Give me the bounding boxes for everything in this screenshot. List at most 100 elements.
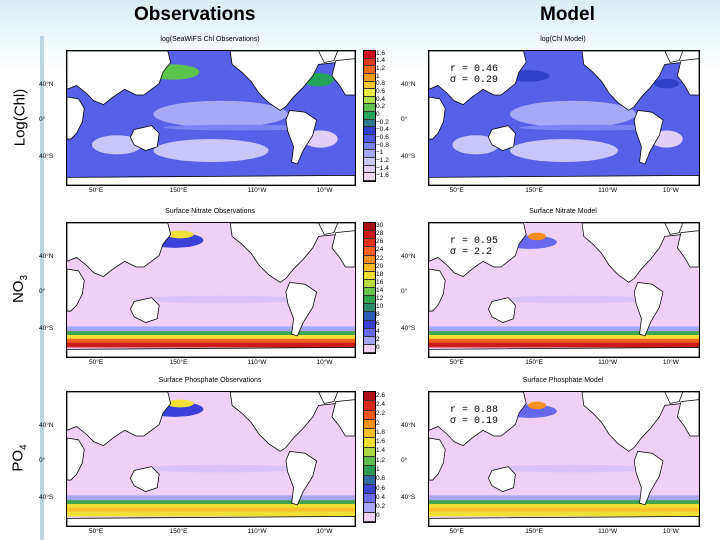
latitude-label: 40°S <box>401 153 416 161</box>
latitude-label: 40°N <box>39 80 54 88</box>
row-label-main: PO <box>10 449 27 472</box>
observations-map-svg <box>67 51 355 185</box>
southern-ocean-band-1 <box>67 326 355 333</box>
colorbar-2 <box>363 391 376 523</box>
colorbar-tick-label: 1 <box>376 465 380 473</box>
southern-ocean-band-5 <box>67 342 355 348</box>
colorbar-tick-label: 30 <box>376 222 384 230</box>
row-label-main: NO <box>10 280 27 304</box>
europe-land <box>677 58 699 96</box>
greenland-land <box>664 223 684 235</box>
colorbar-tick-label: 1.4 <box>376 447 386 455</box>
southern-ocean-band-3 <box>67 334 355 340</box>
latitude-label: 0° <box>39 287 46 295</box>
correlation-value: r = 0.88 <box>450 405 499 416</box>
model-map-2 <box>428 391 700 527</box>
colorbar-tick-label: 0.2 <box>376 503 386 511</box>
colorbar-tick-label: 1.6 <box>376 49 386 57</box>
model-map-svg <box>429 392 699 526</box>
longitude-label: 50°E <box>89 359 104 366</box>
south-america-land <box>633 281 664 337</box>
africa-land <box>429 96 446 140</box>
australia-land <box>129 466 160 492</box>
colorbar-tick-label: 6 <box>376 319 380 327</box>
asia-land <box>429 51 527 106</box>
longitude-label: 110°W <box>598 187 618 194</box>
row-label-text-2: PO4 <box>10 444 30 471</box>
latitude-label: 0° <box>401 456 408 464</box>
longitude-label: 110°W <box>247 528 267 535</box>
longitude-label: 50°E <box>449 187 464 194</box>
colorbar-swatch <box>364 135 375 143</box>
latitude-label: 40°N <box>39 421 54 429</box>
model-panel-title-2: Surface Phosphate Model <box>522 377 604 384</box>
colorbar-swatch <box>364 401 375 411</box>
colorbar-swatch <box>364 320 375 329</box>
colorbar-swatch <box>364 119 375 128</box>
colorbar-tick-label: −1.6 <box>376 172 389 180</box>
latitude-label: 40°N <box>401 252 416 260</box>
longitude-label: 50°E <box>89 187 104 194</box>
observations-map-svg <box>67 223 355 357</box>
colorbar-tick-label: 2.6 <box>376 391 386 399</box>
colorbar-swatch <box>364 466 375 476</box>
equatorial-band <box>492 295 654 304</box>
southern-ocean-band-5 <box>429 342 699 348</box>
colorbar-tick-label: 14 <box>376 287 384 295</box>
colorbar-swatch <box>364 247 375 256</box>
colorbar-tick-label: −0.8 <box>376 141 389 149</box>
row-label-0: Log(Chl) <box>0 50 40 184</box>
longitude-label: 150°E <box>525 187 543 194</box>
colorbar-swatch <box>364 165 375 174</box>
colorbar-swatch <box>364 447 375 457</box>
southern-ocean-band-3 <box>429 334 699 340</box>
colorbar-tick-label: 0.2 <box>376 103 386 111</box>
std-dev-value: σ = 0.19 <box>450 416 499 427</box>
australia-land <box>487 297 516 323</box>
model-map-1 <box>428 222 700 358</box>
europe-land <box>331 58 355 96</box>
row-label-1: NO3 <box>0 222 40 356</box>
colorbar-swatch <box>364 51 375 59</box>
antarctica-land <box>429 175 699 185</box>
colorbar-swatch <box>364 223 375 232</box>
colorbar-1 <box>363 222 376 354</box>
colorbar-swatch <box>364 142 375 151</box>
colorbar-swatch <box>364 392 375 402</box>
colorbar-swatch <box>364 410 375 420</box>
southern-ocean-band-1 <box>67 495 355 502</box>
colorbar-swatch <box>364 73 375 82</box>
colorbar-tick-label: 0.4 <box>376 95 386 103</box>
colorbar-swatch <box>364 512 375 522</box>
colorbar-tick-label: 0 <box>376 111 380 118</box>
colorbar-swatch <box>364 288 375 297</box>
latitude-label: 0° <box>39 456 46 464</box>
colorbar-tick-label: 12 <box>376 295 384 303</box>
southern-ocean-band-1 <box>429 495 699 502</box>
asia-land <box>67 223 172 278</box>
equatorial-band <box>134 464 307 473</box>
africa-land <box>429 437 446 481</box>
latitude-label: 40°S <box>39 494 54 502</box>
colorbar-swatch <box>364 157 375 166</box>
latitude-label: 40°S <box>39 325 54 333</box>
observations-panel-title-1: Surface Nitrate Observations <box>165 208 255 215</box>
colorbar-tick-label: 0.6 <box>376 484 386 492</box>
southern-ocean-band-4 <box>429 507 699 513</box>
antarctica-land <box>429 347 699 357</box>
row-label-subscript: 4 <box>19 444 30 450</box>
longitude-label: 10°W <box>662 187 679 194</box>
latitude-label: 40°N <box>401 421 416 429</box>
model-stats-1: r = 0.95 σ = 2.2 <box>450 236 498 258</box>
greenland-land <box>318 392 339 404</box>
africa-land <box>67 268 85 312</box>
subarctic-pacific-peak <box>528 401 546 410</box>
colorbar-tick-label: 2.4 <box>376 400 386 408</box>
observations-map-svg <box>67 392 355 526</box>
model-stats-2: r = 0.88 σ = 0.19 <box>450 405 498 427</box>
subarctic-pacific-peak <box>528 232 546 241</box>
southern-ocean-band-4 <box>67 338 355 344</box>
south-america-land <box>633 450 664 506</box>
colorbar-swatch <box>364 239 375 248</box>
colorbar-swatch <box>364 255 375 264</box>
